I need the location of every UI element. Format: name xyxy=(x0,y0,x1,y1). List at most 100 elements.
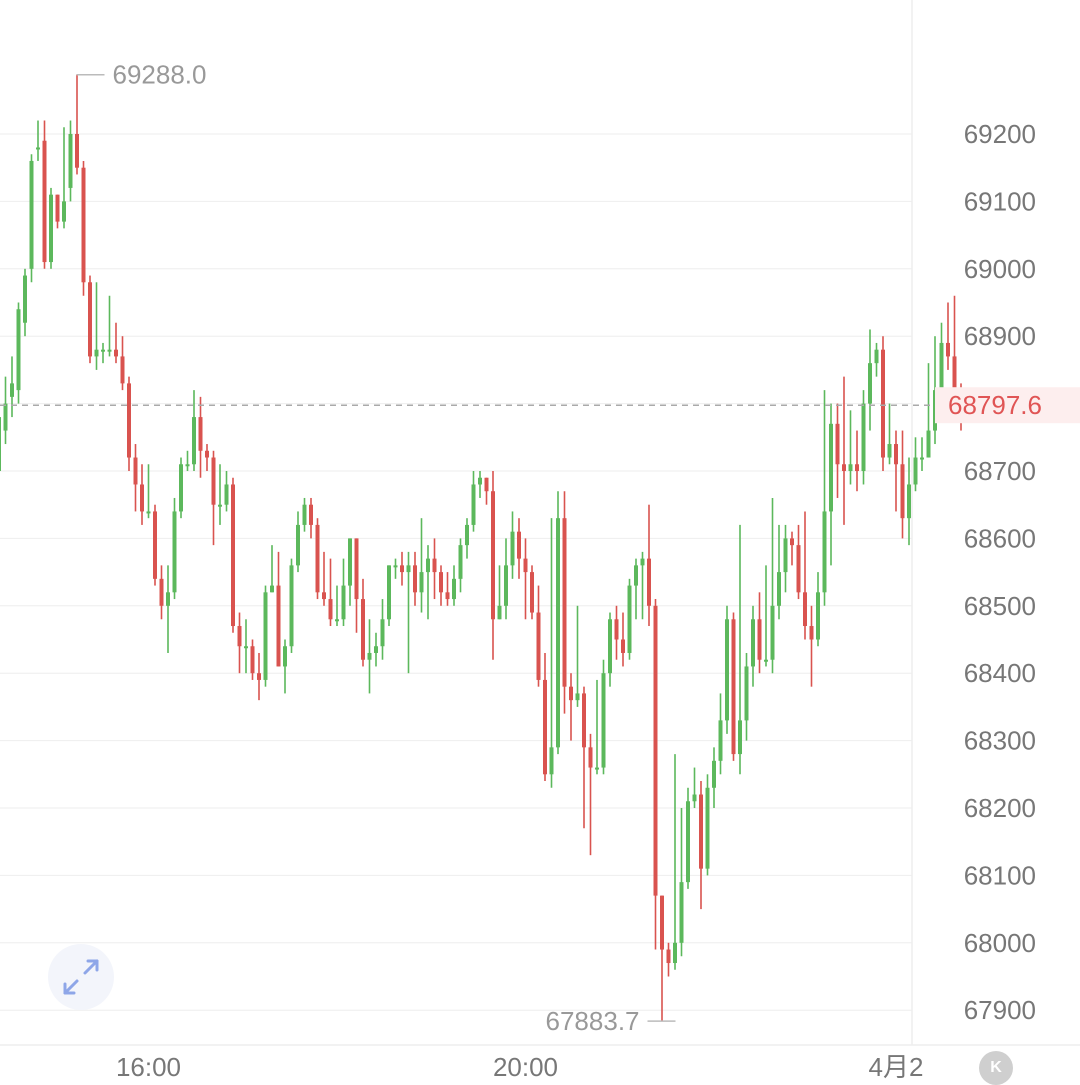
candle-body xyxy=(510,531,515,566)
candle xyxy=(504,538,508,620)
candle-body xyxy=(549,747,554,775)
candle-body xyxy=(939,342,944,391)
current-price-label: 68797.6 xyxy=(948,390,1042,420)
candle xyxy=(861,390,866,485)
candle xyxy=(484,477,489,505)
candle-body xyxy=(211,457,216,505)
candle-body xyxy=(81,167,86,283)
current-price-marker: 68797.6 xyxy=(0,387,1080,424)
candle-body xyxy=(3,403,8,431)
candle-body xyxy=(374,646,378,653)
candle-body xyxy=(530,572,534,613)
candle xyxy=(764,565,768,667)
candle-body xyxy=(829,423,833,512)
candle xyxy=(296,511,300,573)
candle-body xyxy=(588,747,593,768)
candle xyxy=(361,578,365,667)
candle-body xyxy=(913,457,918,485)
candle-body xyxy=(289,565,294,647)
candle-body xyxy=(621,639,625,653)
candle xyxy=(829,403,833,566)
candle xyxy=(322,551,326,606)
candle-body xyxy=(764,659,768,662)
candle xyxy=(68,120,73,202)
candle xyxy=(549,518,554,788)
candle-body xyxy=(575,693,580,701)
candle xyxy=(744,652,749,741)
candle-body xyxy=(848,464,853,471)
candle-body xyxy=(62,201,66,222)
y-tick-label: 69200 xyxy=(964,119,1036,149)
candle xyxy=(224,471,229,512)
y-tick-label: 68700 xyxy=(964,456,1036,486)
high-label: 69288.0 xyxy=(113,60,207,90)
candle-body xyxy=(49,194,53,263)
candle-body xyxy=(692,794,697,802)
candle-body xyxy=(868,363,872,404)
candle xyxy=(36,120,40,161)
candle-body xyxy=(738,720,742,755)
grid-lines xyxy=(0,133,912,1011)
candle-body xyxy=(198,417,203,451)
candle-body xyxy=(900,464,905,519)
candle-body xyxy=(699,794,703,869)
candle-body xyxy=(133,457,138,485)
extreme-markers: 69288.0 67883.7 xyxy=(76,60,676,1036)
candle-body xyxy=(75,134,79,168)
candle-body xyxy=(790,538,794,546)
candle-body xyxy=(627,585,632,653)
candle xyxy=(328,558,333,627)
candle xyxy=(653,599,658,950)
candle-body xyxy=(783,538,788,573)
candle-body xyxy=(315,524,320,593)
candle-body xyxy=(354,538,359,600)
candle-body xyxy=(478,477,482,485)
candle-body xyxy=(751,619,755,667)
candle-body xyxy=(10,383,14,397)
candle-body xyxy=(614,619,619,640)
candle xyxy=(179,457,183,519)
candle xyxy=(140,464,144,525)
candle-body xyxy=(465,524,469,546)
candle-body xyxy=(757,619,762,660)
expand-arrows-icon xyxy=(63,959,99,995)
candle xyxy=(0,417,1,471)
candle xyxy=(406,551,411,674)
candle-body xyxy=(185,464,190,467)
candle-body xyxy=(952,356,957,397)
candle-body xyxy=(55,194,60,222)
candle xyxy=(198,396,203,478)
kline-toggle-button[interactable]: K xyxy=(979,1051,1013,1085)
candle-body xyxy=(367,652,372,660)
candle xyxy=(731,612,736,761)
candle xyxy=(166,565,170,653)
candle-body xyxy=(166,592,170,606)
candle xyxy=(679,808,684,957)
expand-button[interactable] xyxy=(48,944,114,1010)
candle-body xyxy=(861,403,866,471)
candle xyxy=(842,376,846,525)
candle-body xyxy=(673,942,677,964)
candle xyxy=(920,437,924,471)
candle xyxy=(237,612,242,674)
candle xyxy=(101,342,105,364)
candle xyxy=(803,511,807,640)
candle-body xyxy=(237,626,242,647)
candle-body xyxy=(426,558,430,573)
candle xyxy=(699,781,703,910)
candle-body xyxy=(666,949,671,964)
candle xyxy=(523,538,528,620)
candle-body xyxy=(341,585,346,620)
candle xyxy=(751,605,755,687)
candle-body xyxy=(335,619,339,622)
candle-body xyxy=(348,538,352,586)
candle-body xyxy=(731,619,736,755)
candle xyxy=(582,686,586,829)
candle-body xyxy=(445,592,450,600)
candle-body xyxy=(536,612,541,680)
candle-body xyxy=(270,585,274,593)
candle xyxy=(146,464,151,519)
candle-body xyxy=(263,592,268,680)
candle-body xyxy=(523,558,528,573)
